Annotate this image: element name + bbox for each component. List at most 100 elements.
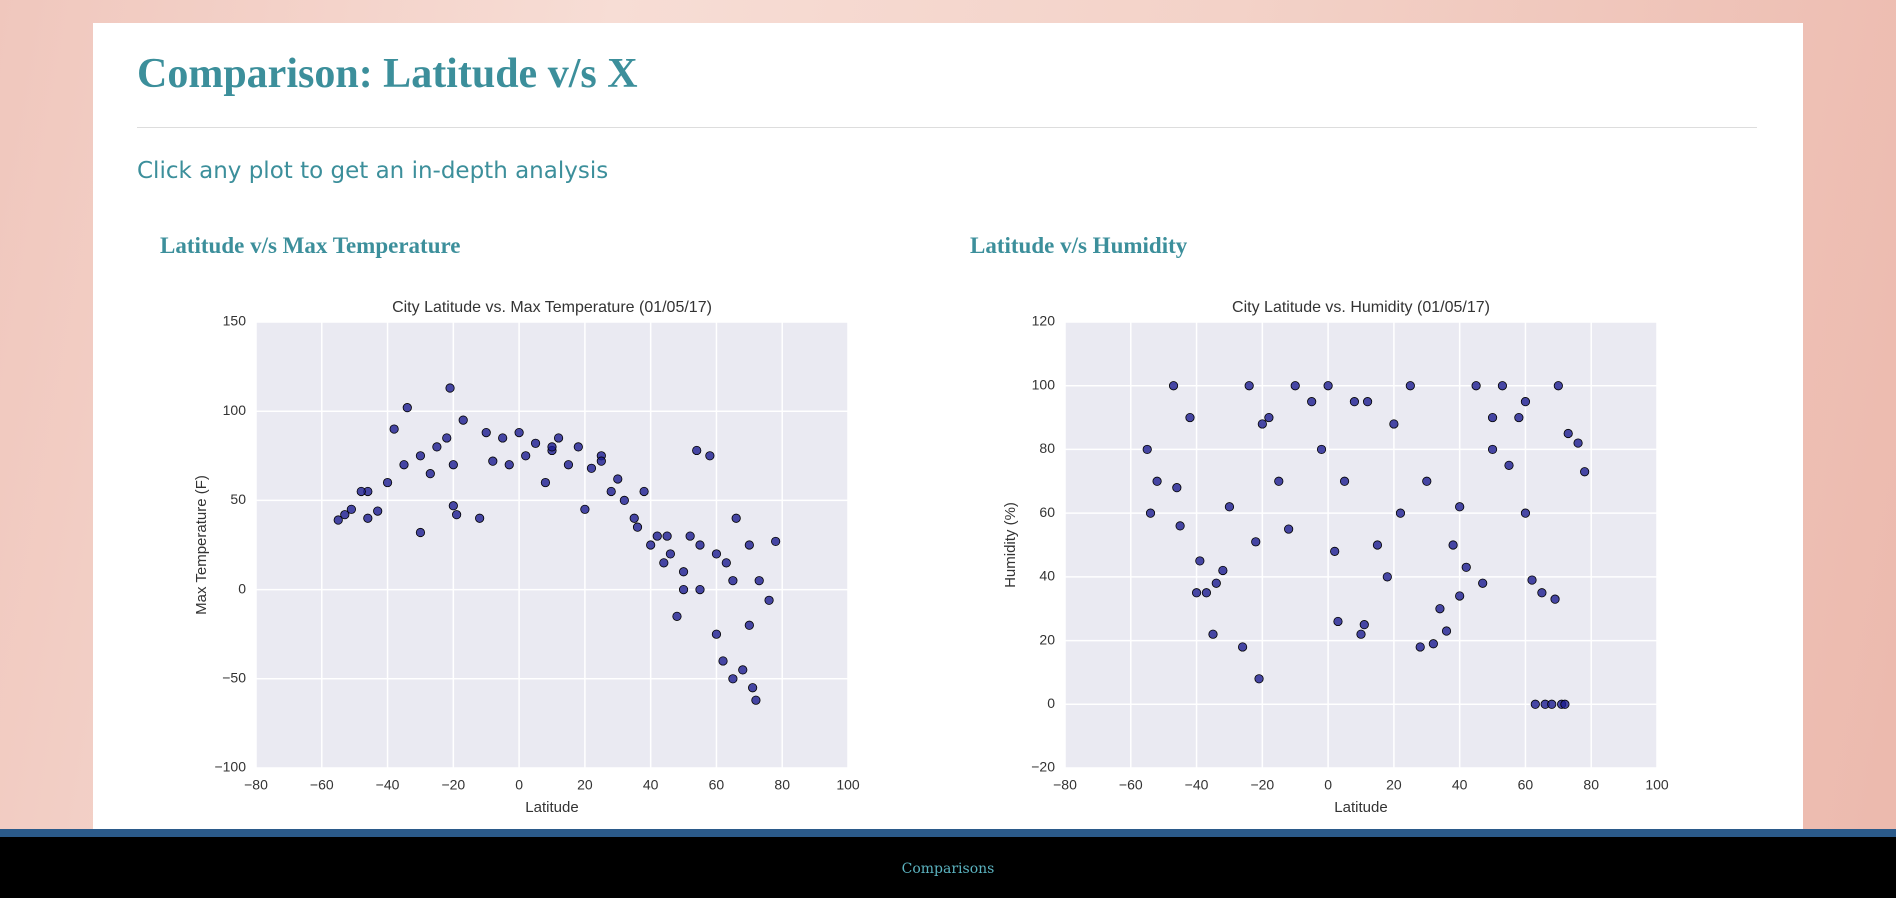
data-point <box>639 486 649 497</box>
x-axis-label: Latitude <box>525 799 578 816</box>
data-point <box>632 522 643 532</box>
x-tick-label: 20 <box>577 777 593 793</box>
data-point <box>613 474 623 484</box>
data-point <box>1175 521 1185 531</box>
data-point <box>1573 438 1583 448</box>
data-point <box>629 513 639 523</box>
data-point <box>1362 397 1373 407</box>
data-point <box>481 428 491 438</box>
x-tick-label: 100 <box>836 777 860 793</box>
data-point <box>1333 616 1343 627</box>
data-point <box>738 665 748 675</box>
data-point <box>731 513 741 523</box>
data-point <box>399 460 409 470</box>
data-point <box>488 456 498 466</box>
divider <box>137 127 1757 128</box>
data-point <box>363 513 373 523</box>
data-point <box>1405 381 1415 391</box>
data-point <box>1145 508 1156 518</box>
data-point <box>1274 476 1284 486</box>
data-point <box>728 674 738 684</box>
data-point <box>1455 591 1465 601</box>
data-point <box>1527 575 1537 585</box>
footer-bar <box>0 829 1896 837</box>
data-point <box>1448 540 1458 550</box>
data-point <box>1211 578 1221 588</box>
data-point <box>530 438 541 448</box>
y-tick-label: 100 <box>1032 376 1056 392</box>
data-point <box>662 531 672 541</box>
data-point <box>1395 508 1406 518</box>
data-point <box>1172 483 1182 493</box>
data-point <box>1330 546 1340 556</box>
data-point <box>1339 476 1350 486</box>
data-point <box>389 424 399 434</box>
footer: Comparisons <box>0 837 1896 898</box>
data-point <box>514 428 524 438</box>
data-point <box>1389 419 1399 429</box>
data-point <box>695 540 705 550</box>
data-point <box>1251 537 1261 547</box>
data-point <box>333 515 343 525</box>
data-point <box>340 510 350 520</box>
y-tick-label: −100 <box>214 759 246 775</box>
x-tick-label: −80 <box>244 777 268 793</box>
plot[interactable]: City Latitude vs. Humidity (01/05/17) −80… <box>989 290 1709 830</box>
data-point <box>728 576 738 586</box>
data-point <box>751 695 761 705</box>
data-point <box>1257 419 1267 429</box>
data-point <box>1372 540 1383 550</box>
data-point <box>448 501 458 511</box>
x-tick-label: 40 <box>643 777 659 793</box>
data-point <box>346 504 356 514</box>
data-point <box>1520 508 1531 518</box>
data-point <box>744 540 754 550</box>
y-tick-label: 150 <box>223 313 247 329</box>
x-tick-label: −20 <box>1250 777 1274 793</box>
data-point <box>1461 562 1471 572</box>
x-tick-label: −60 <box>310 777 334 793</box>
data-point <box>695 584 705 595</box>
subtitle: Click any plot to get an in-depth analys… <box>137 158 609 184</box>
data-point <box>1290 381 1300 391</box>
data-point <box>678 584 689 595</box>
data-point <box>1356 629 1366 639</box>
data-point <box>382 477 393 488</box>
y-tick-label: 50 <box>230 491 246 507</box>
data-point <box>452 510 462 520</box>
plot[interactable]: City Latitude vs. Max Temperature (01/05… <box>180 290 900 830</box>
data-point <box>415 451 426 461</box>
y-tick-label: −20 <box>1031 759 1055 775</box>
y-tick-label: 0 <box>238 580 246 596</box>
data-point <box>498 433 508 443</box>
y-tick-label: 0 <box>1047 695 1055 711</box>
data-point <box>458 415 468 425</box>
data-point <box>1487 444 1498 455</box>
data-point <box>646 540 656 550</box>
data-point <box>744 620 754 630</box>
data-point <box>771 536 781 547</box>
data-point <box>415 527 426 538</box>
data-point <box>1264 412 1274 423</box>
data-point <box>563 460 574 470</box>
data-point <box>748 683 758 693</box>
data-point <box>1563 428 1573 439</box>
data-point <box>1487 412 1498 423</box>
data-point <box>1349 397 1360 407</box>
data-point <box>1478 578 1488 588</box>
data-point <box>586 463 597 473</box>
data-point <box>1537 588 1547 598</box>
data-point <box>521 451 531 461</box>
footer-link[interactable]: Comparisons <box>901 861 995 877</box>
data-point <box>718 656 728 666</box>
data-point <box>1208 629 1218 639</box>
data-point <box>432 442 442 452</box>
data-point <box>1428 639 1438 649</box>
x-tick-label: 60 <box>1518 777 1534 793</box>
chart-title: City Latitude vs. Max Temperature (01/05… <box>392 299 712 316</box>
x-tick-label: 20 <box>1386 777 1402 793</box>
data-point <box>475 513 485 523</box>
data-point <box>1520 397 1531 407</box>
x-tick-label: 100 <box>1645 777 1669 793</box>
y-tick-label: 20 <box>1039 631 1055 647</box>
